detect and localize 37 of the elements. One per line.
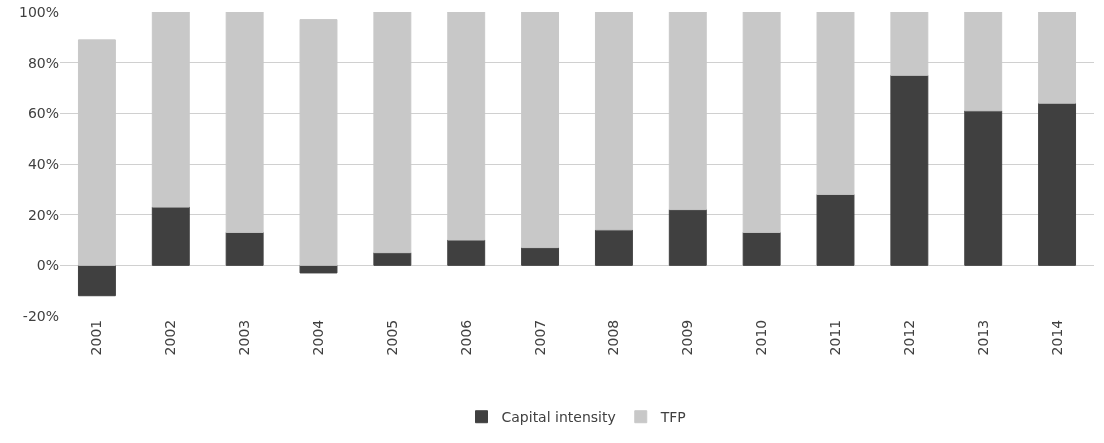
x-tick-label: 2010	[753, 319, 770, 356]
y-tick-label: 60%	[27, 105, 59, 122]
bar	[225, 231, 264, 266]
bar	[1038, 102, 1077, 266]
legend-label: TFP	[659, 409, 686, 426]
x-tick-label: 2007	[531, 319, 548, 356]
bar	[77, 264, 116, 297]
bar	[373, 252, 412, 266]
bar	[447, 239, 486, 266]
x-tick-label: 2008	[605, 319, 622, 356]
y-tick-label: 0%	[36, 257, 59, 274]
x-tick-label: 2006	[457, 319, 474, 356]
y-tick-label: -20%	[22, 307, 59, 324]
y-tick-label: 20%	[27, 206, 59, 223]
bar	[816, 193, 855, 266]
legend-label: Capital intensity	[501, 409, 616, 426]
bar	[151, 206, 190, 266]
x-tick-label: 2001	[88, 319, 105, 356]
bar	[521, 247, 560, 266]
x-tick-label: 2003	[236, 319, 253, 356]
x-tick-label: 2009	[679, 319, 696, 356]
bar	[668, 209, 707, 266]
bar	[890, 74, 929, 266]
bar	[299, 264, 338, 274]
x-tick-label: 2011	[827, 319, 844, 356]
x-tick-label: 2013	[974, 319, 991, 356]
x-tick-label: 2005	[383, 319, 400, 356]
y-tick-label: 80%	[27, 54, 59, 71]
bar	[964, 110, 1003, 266]
bar	[742, 231, 781, 266]
y-tick-label: 100%	[18, 3, 59, 20]
y-tick-label: 40%	[27, 155, 59, 172]
x-tick-label: 2002	[162, 319, 179, 356]
x-tick-label: 2014	[1048, 319, 1065, 356]
bar	[594, 229, 633, 266]
x-tick-label: 2004	[310, 319, 327, 356]
x-tick-label: 2012	[900, 319, 917, 356]
